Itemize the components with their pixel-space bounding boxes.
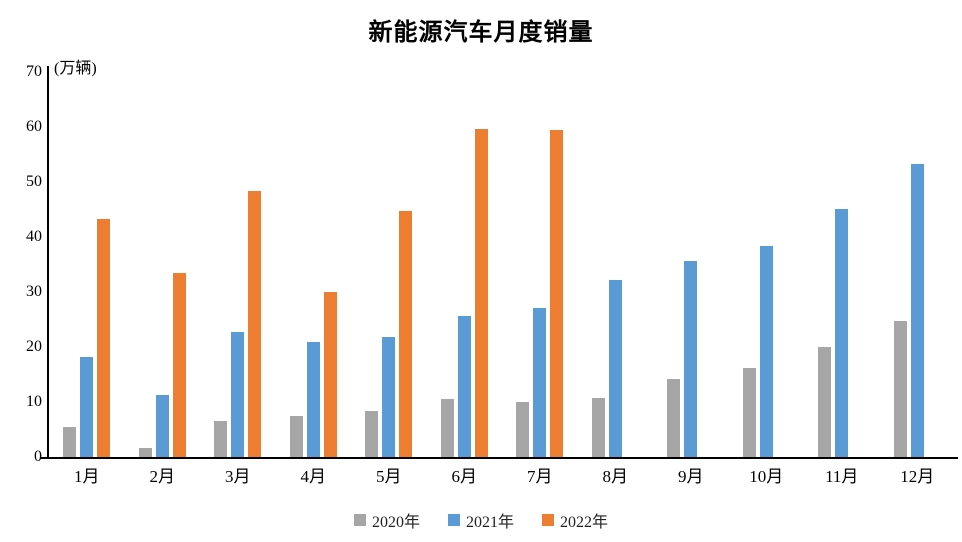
legend-swatch-icon [542,514,554,526]
bar-group-11月 [804,72,880,457]
bar-group-6月 [427,72,503,457]
x-tick-label: 10月 [749,467,784,486]
bar-group-9月 [653,72,729,457]
bar-2021年-5月 [382,336,396,457]
bar-group-10月 [729,72,805,457]
legend-swatch-icon [353,514,366,526]
bar-2020年-4月 [289,416,303,457]
legend: 2020年 2021年 2022年 [0,508,962,532]
bar-group-3月 [200,72,276,457]
y-tick-label: 30 [26,283,42,300]
bar-2022年-2月 [172,273,186,457]
x-tick-label: 6月 [451,467,478,486]
bar-group-4月 [276,72,352,457]
y-tick-label: 70 [26,63,42,80]
chart-title: 新能源汽车月度销量 [368,20,594,46]
bar-2022年-6月 [474,128,488,457]
legend-item-2020年: 2020年 [353,508,420,532]
bar-2020年-8月 [591,397,605,457]
bar-2021年-3月 [231,331,245,457]
x-tick-label: 1月 [74,467,100,486]
bar-2020年-9月 [667,379,681,457]
bar-2022年-5月 [399,210,413,457]
bar-2021年-7月 [533,307,547,457]
bar-2020年-12月 [893,320,907,457]
bar-2020年-10月 [742,367,756,457]
bar-2020年-1月 [63,427,77,457]
y-axis-unit-label: (万辆) [54,60,97,77]
bar-2022年-7月 [550,130,564,457]
y-tick-label: 50 [26,173,42,190]
bar-2021年-11月 [835,208,849,457]
legend-label: 2021年 [465,514,514,531]
bar-2020年-6月 [440,399,454,457]
bar-2021年-6月 [457,315,471,457]
bar-2021年-4月 [306,342,320,457]
y-tick-label: 60 [26,118,42,135]
bar-2021年-2月 [155,395,169,457]
bar-group-2月 [125,72,201,457]
bar-2021年-10月 [759,245,773,457]
legend-label: 2022年 [560,514,609,531]
bar-2020年-2月 [138,447,152,457]
legend-swatch-icon [447,514,460,526]
bar-2021年-8月 [608,280,622,457]
bar-group-8月 [578,72,654,457]
bar-2020年-5月 [365,411,379,457]
y-tick-label: 20 [26,338,42,355]
bar-2022年-4月 [323,292,337,457]
x-tick-label: 5月 [376,467,402,486]
x-tick-label: 12月 [900,467,935,486]
x-tick-label: 9月 [678,467,704,486]
bar-group-12月 [880,72,956,457]
y-axis-line [47,66,49,459]
bar-2022年-1月 [97,219,111,457]
x-tick-label: 7月 [527,467,553,486]
bar-2021年-1月 [80,357,94,457]
x-tick-label: 2月 [149,467,176,486]
x-tick-label: 4月 [300,467,327,486]
legend-item-2022年: 2022年 [542,508,608,532]
bar-2022年-3月 [248,190,262,457]
y-tick-label: 10 [26,393,42,410]
bar-group-5月 [351,72,427,457]
bar-group-1月 [49,72,125,457]
x-tick-label: 3月 [225,467,251,486]
x-tick-label: 8月 [602,467,629,486]
x-tick-label: 11月 [825,467,859,486]
bar-2021年-9月 [684,260,698,457]
bar-2020年-3月 [214,420,228,457]
bar-2021年-12月 [910,164,924,457]
bar-group-7月 [502,72,578,457]
y-tick-label: 0 [34,448,42,465]
bar-2020年-11月 [818,347,832,457]
legend-label: 2020年 [371,514,420,531]
x-axis-line [40,457,958,459]
legend-item-2021年: 2021年 [447,508,514,532]
bar-2020年-7月 [516,402,530,457]
y-tick-label: 40 [26,228,42,245]
